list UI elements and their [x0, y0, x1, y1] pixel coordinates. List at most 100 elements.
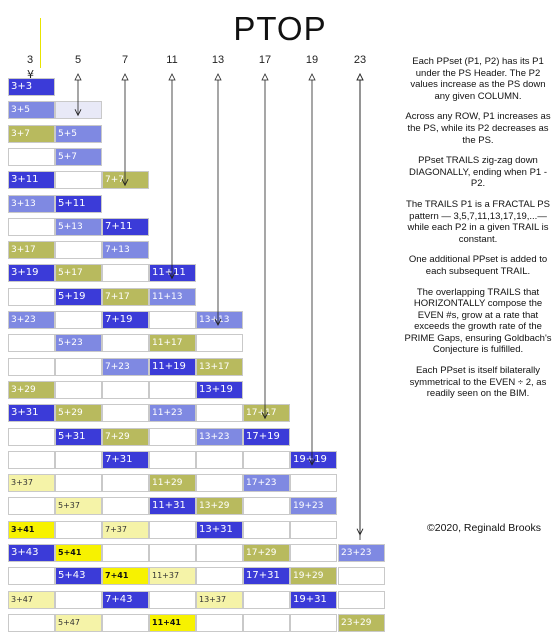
- empty-cell: [196, 567, 243, 586]
- ppset-cell: 13+23: [196, 427, 243, 446]
- empty-cell: [55, 241, 102, 260]
- note-paragraph: The overlapping TRAILS that HORIZONTALLY…: [404, 286, 552, 356]
- ps-header-23: 23: [353, 54, 367, 66]
- ppset-cell: 5+41: [55, 544, 102, 562]
- empty-cell: [55, 590, 102, 609]
- empty-cell: [196, 544, 243, 562]
- empty-cell: [196, 334, 243, 353]
- ppset-cell: 13+19: [196, 380, 243, 399]
- empty-cell: [55, 450, 102, 469]
- empty-cell: [8, 567, 55, 586]
- note-paragraph: Each PPset (P1, P2) has its P1 under the…: [410, 56, 546, 102]
- prime-headers: 3 5 7 11 13 17 19 23: [0, 54, 400, 68]
- empty-cell: [8, 287, 55, 306]
- empty-cell: [8, 497, 55, 516]
- ppset-cell: 5+23: [55, 334, 102, 353]
- ppset-cell: 5+7: [55, 147, 102, 166]
- empty-cell: [102, 264, 149, 283]
- ps-header-5: 5: [74, 54, 82, 66]
- ppset-cell: 7+31: [102, 450, 149, 469]
- empty-cell: [8, 613, 55, 632]
- ptop-grid: 3+3 3+5 3+7 5+5 5+7 3+11 7+7 3+13 5+11 5+13 7+11 3+…: [8, 78, 385, 632]
- empty-cell: [102, 474, 149, 493]
- ppset-cell: 3+43: [8, 544, 55, 562]
- ppset-cell: 19+23: [290, 497, 337, 516]
- empty-cell: [8, 427, 55, 446]
- ppset-cell: 7+37: [102, 520, 149, 539]
- explanation-notes: Each PPset (P1, P2) has its P1 under the…: [404, 56, 552, 409]
- ppset-cell: 11+11: [149, 264, 196, 283]
- ps-header-13: 13: [211, 54, 225, 66]
- ps-header-17: 17: [258, 54, 272, 66]
- empty-cell: [149, 544, 196, 562]
- ppset-cell: 5+5: [55, 124, 102, 143]
- empty-cell: [8, 450, 55, 469]
- ppset-cell: 5+37: [55, 497, 102, 516]
- empty-cell: [8, 147, 55, 166]
- empty-cell: [243, 450, 290, 469]
- empty-cell: [102, 497, 149, 516]
- empty-cell: [196, 450, 243, 469]
- ppset-cell: 7+7: [102, 171, 149, 190]
- ppset-cell: 3+17: [8, 241, 55, 260]
- empty-cell: [55, 357, 102, 376]
- ppset-cell: 3+19: [8, 264, 55, 283]
- empty-cell: [8, 217, 55, 236]
- empty-cell: [243, 590, 290, 609]
- ppset-cell: 17+17: [243, 404, 290, 423]
- ppset-cell: 3+11: [8, 171, 55, 190]
- empty-cell: [290, 474, 337, 493]
- empty-cell: [8, 357, 55, 376]
- ppset-cell: 11+13: [149, 287, 196, 306]
- ppset-cell: 5+43: [55, 567, 102, 586]
- ppset-cell: 11+37: [149, 567, 196, 586]
- ppset-cell: 23+29: [338, 613, 385, 632]
- ppset-cell: 7+41: [102, 567, 149, 586]
- ps-header-3: 3: [26, 54, 34, 66]
- ppset-cell: 7+29: [102, 427, 149, 446]
- ppset-cell: 5+11: [55, 194, 102, 213]
- ppset-cell: 17+23: [243, 474, 290, 493]
- ppset-cell: 5+19: [55, 287, 102, 306]
- empty-cell: [243, 497, 290, 516]
- ppset-cell: 19+31: [290, 590, 337, 609]
- note-paragraph: PPset TRAILS zig-zag down DIAGONALLY, en…: [408, 155, 547, 190]
- ppset-cell: 13+31: [196, 520, 243, 539]
- empty-cell: [55, 380, 102, 399]
- empty-cell: [102, 544, 149, 562]
- ppset-cell: 7+19: [102, 311, 149, 329]
- empty-cell: [290, 520, 337, 539]
- empty-cell: [55, 171, 102, 190]
- empty-cell: [149, 311, 196, 329]
- ppset-cell: 3+5: [8, 101, 55, 120]
- empty-cell: [55, 520, 102, 539]
- empty-cell: [290, 613, 337, 632]
- ppset-cell: 5+17: [55, 264, 102, 283]
- empty-cell: [55, 311, 102, 329]
- empty-cell: [149, 450, 196, 469]
- empty-cell: [149, 427, 196, 446]
- empty-cell: [196, 613, 243, 632]
- empty-cell: [102, 613, 149, 632]
- header-marker-line: [40, 18, 41, 68]
- ps-header-19: 19: [305, 54, 319, 66]
- empty-cell: [55, 101, 102, 120]
- empty-cell: [290, 544, 337, 562]
- empty-cell: [243, 520, 290, 539]
- ppset-cell: 11+17: [149, 334, 196, 353]
- empty-cell: [243, 613, 290, 632]
- ppset-cell: 5+31: [55, 427, 102, 446]
- ppset-cell: 17+19: [243, 427, 290, 446]
- ppset-cell: 13+29: [196, 497, 243, 516]
- ppset-cell: 3+37: [8, 474, 55, 493]
- ppset-cell: 7+11: [102, 217, 149, 236]
- ppset-cell: 5+47: [55, 613, 102, 632]
- empty-cell: [196, 474, 243, 493]
- note-paragraph: Each PPset is itself bilaterally symmetr…: [409, 365, 547, 400]
- ppset-cell: 11+31: [149, 497, 196, 516]
- empty-cell: [149, 380, 196, 399]
- ppset-cell: 3+29: [8, 380, 55, 399]
- ppset-cell: 5+29: [55, 404, 102, 423]
- ppset-cell: 13+17: [196, 357, 243, 376]
- empty-cell: [196, 404, 243, 423]
